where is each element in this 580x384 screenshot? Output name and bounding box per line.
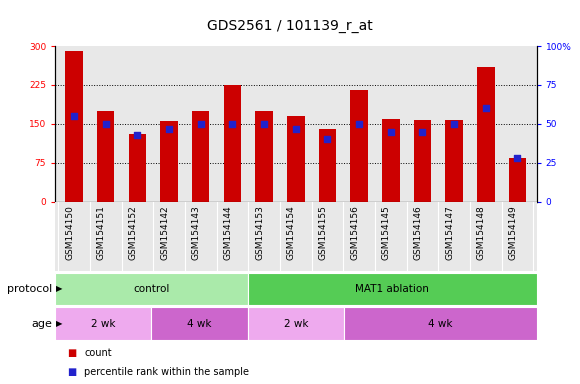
Text: 2 wk: 2 wk <box>284 318 308 329</box>
Bar <box>224 85 241 202</box>
Text: ■: ■ <box>67 367 76 377</box>
Bar <box>151 307 248 340</box>
Text: GSM154144: GSM154144 <box>223 205 233 260</box>
Text: GSM154142: GSM154142 <box>160 205 169 260</box>
Point <box>323 136 332 142</box>
Text: GSM154145: GSM154145 <box>382 205 391 260</box>
Text: GSM154152: GSM154152 <box>128 205 137 260</box>
Text: GSM154149: GSM154149 <box>509 205 517 260</box>
Bar <box>319 129 336 202</box>
Bar <box>509 157 526 202</box>
Bar <box>382 119 400 202</box>
Bar <box>248 273 536 305</box>
Text: 4 wk: 4 wk <box>187 318 212 329</box>
Bar <box>129 134 146 202</box>
Point <box>386 129 396 135</box>
Point <box>133 132 142 138</box>
Bar <box>414 120 431 202</box>
Text: GSM154146: GSM154146 <box>414 205 422 260</box>
Point <box>291 126 300 132</box>
Text: GSM154154: GSM154154 <box>287 205 296 260</box>
Text: protocol: protocol <box>7 284 52 294</box>
Point <box>101 121 110 127</box>
Point <box>450 121 459 127</box>
Text: percentile rank within the sample: percentile rank within the sample <box>84 367 249 377</box>
Point <box>513 155 522 161</box>
Text: GSM154148: GSM154148 <box>477 205 486 260</box>
Bar <box>445 120 463 202</box>
Bar <box>97 111 114 202</box>
Point <box>165 126 174 132</box>
Bar <box>55 273 248 305</box>
Point <box>70 113 79 119</box>
Text: GSM154147: GSM154147 <box>445 205 454 260</box>
Bar <box>161 121 178 202</box>
Bar <box>192 111 209 202</box>
Point <box>418 129 427 135</box>
Text: GSM154155: GSM154155 <box>318 205 328 260</box>
Text: MAT1 ablation: MAT1 ablation <box>355 284 429 294</box>
Point <box>228 121 237 127</box>
Text: 4 wk: 4 wk <box>428 318 452 329</box>
Text: age: age <box>31 318 52 329</box>
Text: count: count <box>84 348 112 358</box>
Text: control: control <box>133 284 169 294</box>
Point <box>259 121 269 127</box>
Bar <box>350 90 368 202</box>
Bar <box>344 307 536 340</box>
Bar <box>55 202 536 271</box>
Text: 2 wk: 2 wk <box>91 318 115 329</box>
Bar <box>248 307 344 340</box>
Point <box>481 105 491 111</box>
Text: ■: ■ <box>67 348 76 358</box>
Bar <box>287 116 305 202</box>
Bar <box>255 111 273 202</box>
Text: GSM154153: GSM154153 <box>255 205 264 260</box>
Text: ▶: ▶ <box>56 319 62 328</box>
Bar <box>477 67 495 202</box>
Point <box>354 121 364 127</box>
Text: ▶: ▶ <box>56 285 62 293</box>
Bar <box>66 51 83 202</box>
Point <box>196 121 205 127</box>
Bar <box>55 307 151 340</box>
Text: GDS2561 / 101139_r_at: GDS2561 / 101139_r_at <box>207 19 373 33</box>
Text: GSM154151: GSM154151 <box>97 205 106 260</box>
Text: GSM154150: GSM154150 <box>65 205 74 260</box>
Text: GSM154156: GSM154156 <box>350 205 359 260</box>
Text: GSM154143: GSM154143 <box>192 205 201 260</box>
